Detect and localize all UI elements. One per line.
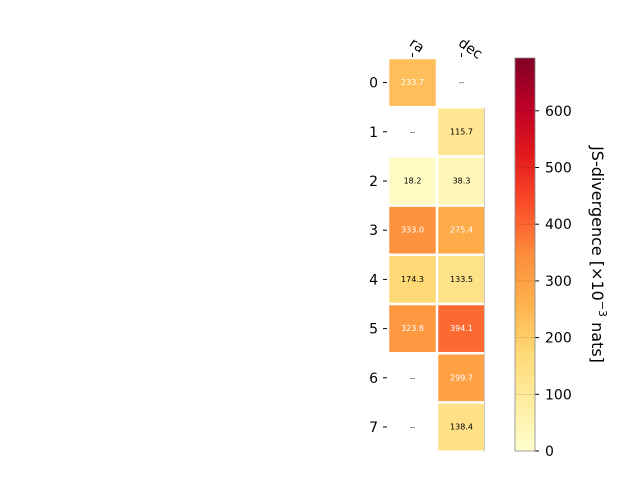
cell-label-1-ra: -- [410,128,416,136]
cell-label-6-ra: -- [410,374,416,382]
cell-label-7-ra: -- [410,424,416,432]
cell-label-1-dec: 115.7 [450,127,473,136]
heatmap-cell-5-dec [438,305,485,352]
colorbar-frame [514,57,536,452]
cell-label-5-ra: 323.8 [401,324,424,333]
y-tick-label-4: 4 [369,272,378,288]
x-tick-label-dec: dec [455,35,485,63]
colorbar-tick-label-200: 200 [545,331,572,347]
colorbar-label-tail: nats] [588,317,607,363]
y-tick-label-2: 2 [369,174,378,190]
cell-label-0-ra: 233.7 [401,78,424,87]
y-tick-label-1: 1 [369,125,378,141]
colorbar-label-base: JS-divergence [×10 [588,145,607,301]
y-tick-label-3: 3 [369,223,378,239]
heatmap-cell-4-ra [389,256,436,303]
colorbar-label-exponent: −3 [596,301,609,317]
heatmap-cell-5-ra [389,305,436,352]
cell-label-3-ra: 333.0 [401,226,424,235]
cell-label-2-ra: 18.2 [404,177,422,186]
y-tick-label-6: 6 [369,371,378,387]
heatmap-cell-1-dec [438,108,485,156]
heatmap-cell-2-ra [389,157,436,205]
cell-label-5-dec: 394.1 [450,324,473,333]
x-tick-label-ra: ra [406,35,427,56]
cell-label-4-dec: 133.5 [450,275,473,284]
y-tick-label-7: 7 [369,420,378,436]
colorbar [515,58,535,451]
y-tick-label-0: 0 [369,76,378,92]
colorbar-tick-label-600: 600 [545,104,572,120]
heatmap-cell-3-ra [389,206,436,254]
heatmap-cell-7-dec [438,403,485,451]
y-tick-label-5: 5 [369,322,378,338]
cell-label-6-dec: 299.7 [450,373,473,382]
colorbar-tick-label-0: 0 [545,444,554,460]
colorbar-tick-label-300: 300 [545,274,572,290]
heatmap-cell-0-ra [389,59,436,106]
colorbar-tick-label-400: 400 [545,217,572,233]
cell-label-2-dec: 38.3 [453,177,471,186]
heatmap-cell-4-dec [438,256,485,303]
heatmap-cell-2-dec [438,157,485,205]
cell-label-3-dec: 275.4 [450,226,473,235]
cell-label-4-ra: 174.3 [401,275,424,284]
heatmap-cell-3-dec [438,206,485,254]
colorbar-label: JS-divergence [×10−3 nats] [588,145,609,363]
cell-label-0-dec: -- [459,79,465,87]
colorbar-tick-label-100: 100 [545,387,572,403]
heatmap-cell-6-dec [438,354,485,402]
cell-label-7-dec: 138.4 [450,423,473,432]
colorbar-tick-label-500: 500 [545,160,572,176]
